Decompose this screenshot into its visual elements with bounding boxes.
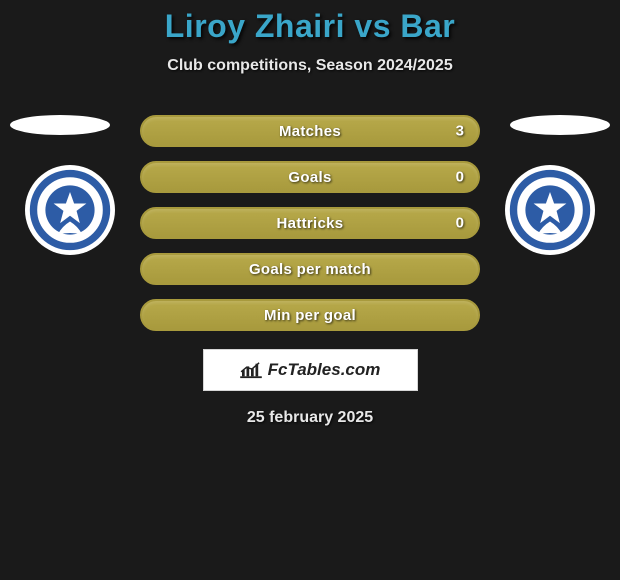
- season-subtitle: Club competitions, Season 2024/2025: [0, 57, 620, 75]
- bar-chart-icon: [240, 361, 262, 379]
- stat-label: Matches: [279, 123, 341, 140]
- stat-value-right: 3: [456, 123, 464, 140]
- stat-label: Goals per match: [249, 261, 371, 278]
- club-crest-icon: [29, 169, 111, 251]
- stat-rows: Matches 3 Goals 0 Hattricks 0 Goals per …: [140, 115, 480, 331]
- stat-label: Goals: [288, 169, 331, 186]
- stat-value-right: 0: [456, 169, 464, 186]
- stat-row-goals: Goals 0: [140, 161, 480, 193]
- left-ellipse: [10, 115, 110, 135]
- stat-row-min-per-goal: Min per goal: [140, 299, 480, 331]
- stat-label: Hattricks: [277, 215, 344, 232]
- club-crest-icon: [509, 169, 591, 251]
- player-right-club-badge: [505, 165, 595, 255]
- stat-value-right: 0: [456, 215, 464, 232]
- brand-box[interactable]: FcTables.com: [203, 349, 418, 391]
- stat-row-goals-per-match: Goals per match: [140, 253, 480, 285]
- page-title: Liroy Zhairi vs Bar: [0, 8, 620, 45]
- stat-label: Min per goal: [264, 307, 356, 324]
- stat-row-hattricks: Hattricks 0: [140, 207, 480, 239]
- player-left-club-badge: [25, 165, 115, 255]
- right-ellipse: [510, 115, 610, 135]
- footer-date: 25 february 2025: [0, 409, 620, 427]
- stat-row-matches: Matches 3: [140, 115, 480, 147]
- brand-text: FcTables.com: [268, 360, 381, 380]
- stats-section: Matches 3 Goals 0 Hattricks 0 Goals per …: [0, 115, 620, 427]
